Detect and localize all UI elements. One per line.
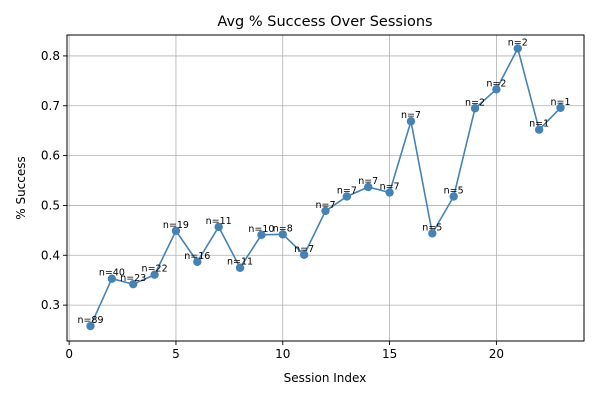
- point-label: n=7: [294, 244, 314, 255]
- point-label: n=89: [77, 315, 103, 326]
- x-tick-label: 0: [65, 347, 73, 361]
- point-label: n=40: [99, 268, 125, 279]
- point-label: n=2: [465, 97, 485, 108]
- data-point: [86, 321, 95, 331]
- data-point: [534, 125, 544, 134]
- point-label: n=7: [401, 110, 421, 121]
- point-label: n=10: [248, 224, 274, 235]
- point-label: n=8: [273, 223, 293, 234]
- data-point: [321, 206, 330, 216]
- y-axis-label: % Success: [14, 156, 28, 220]
- x-tick-label: 20: [489, 347, 504, 361]
- data-point: [449, 192, 458, 201]
- gridlines: [67, 35, 584, 341]
- point-label: n=2: [486, 78, 506, 89]
- data-series: [86, 44, 565, 331]
- data-point: [193, 257, 202, 266]
- y-tick-label: 0.7: [41, 99, 60, 113]
- data-point: [364, 182, 373, 192]
- data-point: [150, 270, 159, 279]
- series-line: [89, 46, 562, 327]
- y-tick-label: 0.3: [41, 298, 60, 312]
- point-label: n=16: [184, 251, 210, 262]
- point-label: n=7: [337, 185, 357, 196]
- x-tick-label: 15: [382, 347, 397, 361]
- point-labels: n=89n=40n=23n=22n=19n=16n=11n=11n=10n=8n…: [77, 37, 570, 326]
- y-tick-label: 0.6: [41, 149, 60, 163]
- point-label: n=7: [380, 181, 400, 192]
- chart-title: Avg % Success Over Sessions: [217, 14, 432, 30]
- data-point: [342, 192, 352, 201]
- data-point: [428, 229, 437, 238]
- point-label: n=5: [422, 222, 442, 233]
- data-point: [257, 230, 266, 240]
- data-point: [129, 279, 138, 289]
- axis-ticks: 0 5 10 15 20 0.3 0.4 0.5 0.6 0.7 0.8: [41, 49, 504, 361]
- point-label: n=23: [120, 273, 146, 284]
- data-point: [470, 104, 480, 113]
- point-label: n=5: [444, 185, 464, 196]
- point-label: n=2: [508, 37, 528, 48]
- x-tick-label: 5: [172, 347, 180, 361]
- y-tick-label: 0.4: [41, 248, 60, 262]
- data-point: [171, 226, 181, 236]
- data-point: [107, 274, 117, 283]
- data-point: [513, 44, 522, 53]
- point-label: n=11: [227, 257, 253, 268]
- y-tick-label: 0.5: [41, 198, 60, 212]
- data-point: [385, 188, 394, 197]
- point-label: n=22: [142, 264, 168, 275]
- point-label: n=19: [163, 220, 189, 231]
- plot-frame: [66, 34, 585, 342]
- x-axis-label: Session Index: [284, 371, 367, 385]
- data-point: [278, 230, 287, 239]
- data-point: [556, 103, 565, 112]
- data-point: [492, 85, 501, 94]
- data-point: [214, 222, 223, 232]
- data-point: [406, 117, 416, 126]
- x-tick-label: 10: [275, 347, 290, 361]
- y-tick-label: 0.8: [41, 49, 60, 63]
- data-point: [299, 250, 309, 259]
- point-label: n=1: [529, 119, 549, 130]
- point-label: n=7: [315, 200, 335, 211]
- point-label: n=1: [550, 97, 570, 108]
- data-point: [235, 263, 245, 272]
- point-label: n=7: [358, 176, 378, 187]
- point-label: n=11: [206, 216, 232, 227]
